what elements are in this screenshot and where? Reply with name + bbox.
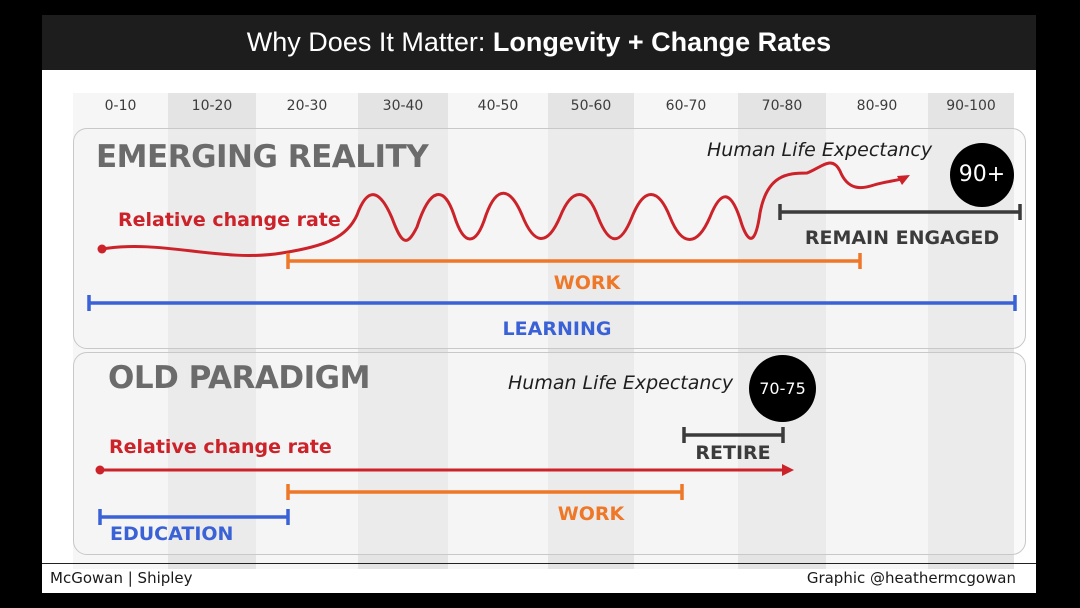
decade-label: 30-40 (382, 98, 424, 114)
old-life-expectancy-badge: 70-75 (749, 355, 816, 422)
old-work-label: WORK (557, 503, 625, 525)
decade-band (448, 93, 548, 569)
decade-band (73, 93, 168, 569)
decade-label: 20-30 (286, 98, 328, 114)
old-change-rate-start-dot (95, 465, 105, 475)
retire-label: RETIRE (695, 442, 771, 464)
title-main: Longevity + Change Rates (492, 27, 832, 57)
emerging-work-bar (286, 253, 862, 269)
decade-band (634, 93, 738, 569)
decade-band (358, 93, 448, 569)
emerging-life-expectancy-label: Human Life Expectancy (707, 139, 933, 161)
learning-bar (87, 295, 1017, 311)
old-paradigm-heading: OLD PARADIGM (108, 360, 370, 396)
emerging-change-rate-label: Relative change rate (118, 209, 341, 231)
decade-band (256, 93, 358, 569)
decade-band (168, 93, 256, 569)
old-paradigm-panel (73, 352, 1026, 555)
decade-label: 0-10 (104, 98, 137, 114)
decade-label: 50-60 (570, 98, 612, 114)
footer-authors: McGowan | Shipley (50, 569, 193, 587)
decade-label: 70-80 (761, 98, 803, 114)
decade-band (826, 93, 928, 569)
emerging-change-rate-arrowhead (897, 175, 910, 185)
title-bar: Why Does It Matter: Longevity + Change R… (42, 15, 1036, 70)
emerging-reality-heading: EMERGING REALITY (96, 139, 429, 175)
emerging-life-expectancy-badge: 90+ (950, 143, 1014, 207)
education-label: EDUCATION (110, 523, 234, 545)
learning-label: LEARNING (502, 318, 612, 340)
education-bar (98, 509, 290, 525)
decade-band (548, 93, 634, 569)
emerging-change-rate-curve (100, 161, 906, 257)
emerging-reality-panel (73, 128, 1026, 349)
remain-engaged-label: REMAIN ENGAGED (804, 227, 1000, 249)
decade-label: 40-50 (477, 98, 519, 114)
slide: Why Does It Matter: Longevity + Change R… (42, 15, 1036, 593)
emerging-change-rate-start-dot (97, 244, 107, 254)
decade-label: 90-100 (946, 98, 996, 114)
old-life-expectancy-label: Human Life Expectancy (508, 372, 734, 394)
timeline-drawing (87, 161, 1022, 525)
footer-divider (42, 563, 1036, 564)
decade-label: 60-70 (665, 98, 707, 114)
retire-bar (682, 427, 785, 443)
remain-engaged-bar (778, 204, 1022, 220)
old-change-rate-label: Relative change rate (109, 436, 332, 458)
emerging-work-label: WORK (553, 272, 621, 294)
decade-label: 10-20 (191, 98, 233, 114)
footer-credit: Graphic @heathermcgowan (806, 569, 1016, 587)
decade-label: 80-90 (856, 98, 898, 114)
old-work-bar (286, 484, 684, 500)
old-change-rate-arrowhead (782, 464, 794, 476)
title-prefix: Why Does It Matter: (246, 27, 493, 57)
